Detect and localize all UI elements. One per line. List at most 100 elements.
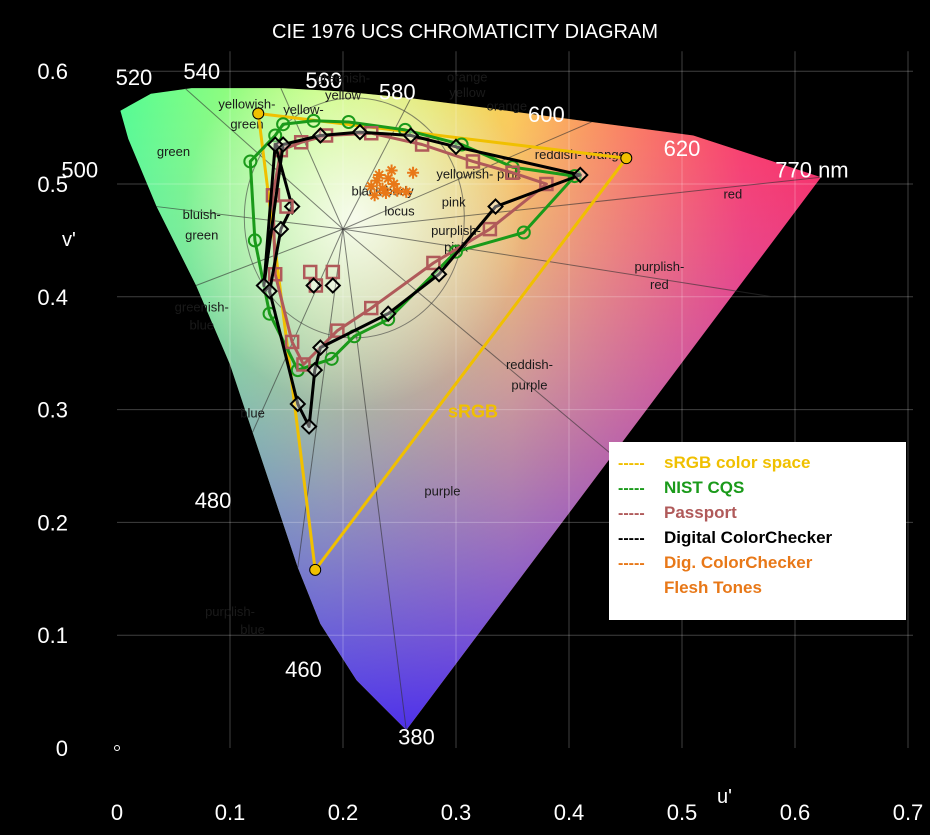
legend-label: Flesh Tones xyxy=(664,578,762,597)
region-label: red xyxy=(723,187,742,202)
legend-label: Passport xyxy=(664,503,737,522)
region-label: purplish- xyxy=(431,223,481,238)
region-label: yellow xyxy=(325,87,362,102)
data-point xyxy=(324,351,339,366)
data-point xyxy=(309,563,322,576)
data-point xyxy=(364,300,379,316)
hue-boundary-line xyxy=(297,229,344,568)
data-point xyxy=(430,265,448,283)
data-point xyxy=(272,220,290,238)
data-point xyxy=(400,185,413,198)
x-tick-label: 0.5 xyxy=(667,800,698,825)
data-point xyxy=(261,282,278,300)
data-point xyxy=(447,138,465,156)
data-point xyxy=(311,127,329,144)
hue-boundary-line xyxy=(342,176,822,230)
legend-dash: ----- xyxy=(618,530,645,547)
region-label: blue xyxy=(240,405,265,420)
data-point xyxy=(620,152,633,165)
region-label: yellow- xyxy=(283,102,323,117)
hue-boundary-line xyxy=(342,229,407,731)
legend-dash: ----- xyxy=(618,480,645,497)
hue-boundary-line xyxy=(280,87,344,230)
x-tick-label: 0.1 xyxy=(215,800,246,825)
series-line xyxy=(262,130,582,428)
x-tick-label: 0.2 xyxy=(328,800,359,825)
region-label: purplish- xyxy=(634,259,684,274)
region-label: yellowish- xyxy=(218,96,275,111)
wavelength-label: 500 xyxy=(61,157,98,182)
wavelength-labels: 380 460 480 500 520 540 560 580 600 620 770 nm xyxy=(61,59,848,750)
wavelength-label: 520 xyxy=(116,65,153,90)
data-point xyxy=(402,127,420,144)
region-label: green xyxy=(230,117,263,132)
data-point xyxy=(391,184,404,197)
wavelength-label: 460 xyxy=(285,657,322,682)
y-tick-label: 0.1 xyxy=(37,623,68,648)
data-point xyxy=(379,187,392,200)
region-label: locus xyxy=(384,204,415,219)
x-tick-label: 0.7 xyxy=(893,800,924,825)
wavelength-label: 600 xyxy=(528,102,565,127)
legend-label: Dig. ColorChecker xyxy=(664,553,813,572)
x-axis-label: u' xyxy=(717,786,732,808)
data-point xyxy=(276,117,291,132)
data-point xyxy=(279,199,294,214)
region-label: reddish- xyxy=(506,357,553,372)
legend: ----- sRGB color space ----- NIST CQS ----- P… xyxy=(609,442,906,620)
data-point xyxy=(454,137,469,152)
data-point xyxy=(505,165,520,180)
y-tick-label: 0.4 xyxy=(37,285,68,310)
hue-boundary-line xyxy=(342,98,412,230)
legend-dash: ----- xyxy=(618,505,645,522)
region-label: greenish- xyxy=(316,70,370,85)
region-label: orange xyxy=(487,99,527,114)
wavelength-label: 380 xyxy=(398,725,435,750)
region-labels: greenyellowish-greengreenish-yellowyello… xyxy=(157,69,742,637)
data-point xyxy=(351,123,369,141)
region-label: yellow xyxy=(449,85,486,100)
data-point xyxy=(289,395,307,413)
data-point xyxy=(268,128,283,143)
region-label: green xyxy=(185,227,218,242)
wavelength-label: 480 xyxy=(195,488,232,513)
region-label: bluish- xyxy=(183,207,221,222)
data-point xyxy=(324,277,342,294)
wavelength-label: 540 xyxy=(183,59,220,84)
region-label: blue xyxy=(240,622,265,637)
data-point xyxy=(387,178,400,190)
data-point xyxy=(330,323,345,338)
hue-boundary-line xyxy=(252,228,344,433)
legend-dash: ----- xyxy=(618,455,645,472)
hue-boundary-line xyxy=(195,228,344,286)
data-point xyxy=(306,113,321,128)
data-point xyxy=(311,339,329,356)
data-point xyxy=(571,166,589,184)
legend-dash: ----- xyxy=(618,555,645,572)
hue-boundary-line xyxy=(342,228,773,298)
data-point xyxy=(426,255,441,271)
x-tick-label: 0.4 xyxy=(554,800,585,825)
data-point xyxy=(487,198,504,215)
data-point xyxy=(296,357,311,372)
region-label: green xyxy=(157,144,190,159)
hue-boundary-line xyxy=(156,206,344,230)
region-label: orange xyxy=(447,69,487,84)
data-point xyxy=(407,166,420,179)
wavelength-label: 580 xyxy=(379,80,416,105)
hue-boundary-line xyxy=(342,121,592,230)
series-line xyxy=(271,131,548,366)
x-tick-label: 0 xyxy=(111,800,123,825)
data-point xyxy=(306,361,324,379)
reference-points xyxy=(279,199,342,294)
data-point xyxy=(365,180,378,193)
wavelength-label: 560 xyxy=(305,68,342,93)
data-point xyxy=(382,172,395,185)
region-label: purple xyxy=(511,377,547,392)
data-point xyxy=(305,277,323,294)
data-point xyxy=(341,114,356,129)
data-point xyxy=(247,233,262,248)
y-tick-label: 0.3 xyxy=(37,398,68,423)
data-point xyxy=(370,174,383,187)
